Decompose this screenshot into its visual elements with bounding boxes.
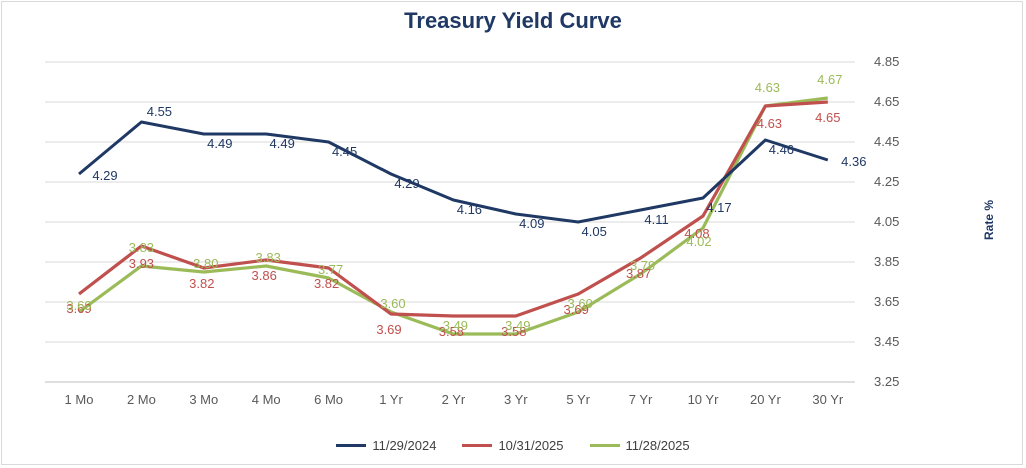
y-tick-label: 3.45 — [874, 334, 899, 349]
data-label-series-2: 3.58 — [439, 324, 464, 339]
data-label-series-3: 4.67 — [817, 72, 842, 87]
data-label-series-1: 4.29 — [394, 176, 419, 191]
y-tick-label: 4.85 — [874, 54, 899, 69]
data-label-series-3: 3.83 — [129, 240, 154, 255]
x-tick-label: 3 Yr — [504, 392, 528, 407]
y-tick-label: 3.85 — [874, 254, 899, 269]
data-label-series-2: 4.08 — [684, 226, 709, 241]
series-line-1 — [78, 120, 829, 224]
y-tick-label: 4.45 — [874, 134, 899, 149]
data-label-series-3: 3.79 — [630, 258, 655, 273]
x-tick-label: 4 Mo — [252, 392, 281, 407]
x-tick-label: 2 Mo — [127, 392, 156, 407]
data-label-series-1: 4.05 — [582, 224, 607, 239]
data-label-series-2: 3.86 — [252, 268, 277, 283]
data-label-series-1: 4.29 — [92, 168, 117, 183]
x-tick-label: 6 Mo — [314, 392, 343, 407]
x-tick-label: 3 Mo — [189, 392, 218, 407]
legend-item-series-3[interactable]: 11/28/2025 — [589, 438, 690, 453]
data-label-series-2: 3.69 — [376, 322, 401, 337]
x-tick-label: 10 Yr — [688, 392, 720, 407]
x-tick-label: 20 Yr — [750, 392, 782, 407]
data-label-series-3: 3.80 — [193, 256, 218, 271]
legend-item-series-2[interactable]: 10/31/2025 — [462, 438, 564, 453]
series-line-2 — [78, 100, 828, 318]
data-label-series-3: 3.77 — [318, 262, 343, 277]
data-label-series-3: 3.60 — [66, 298, 91, 313]
legend: 11/29/2024 10/31/2025 11/28/2025 — [0, 438, 1026, 453]
data-label-series-1: 4.55 — [147, 104, 172, 119]
chart-title: Treasury Yield Curve — [404, 8, 622, 33]
data-label-series-1: 4.17 — [706, 200, 731, 215]
x-tick-label: 1 Yr — [379, 392, 403, 407]
x-tick-label: 30 Yr — [812, 392, 844, 407]
data-label-series-3: 3.60 — [568, 296, 593, 311]
y-axis-label: Rate % — [982, 200, 996, 241]
data-label-series-2: 3.58 — [501, 324, 526, 339]
data-label-series-2: 3.82 — [314, 276, 339, 291]
data-label-series-3: 3.49 — [505, 318, 530, 333]
data-label-series-3: 4.02 — [686, 234, 711, 249]
legend-swatch-series-2 — [462, 444, 493, 447]
data-label-series-1: 4.45 — [332, 144, 357, 159]
x-tick-label: 5 Yr — [566, 392, 590, 407]
legend-label-series-2: 10/31/2025 — [498, 438, 564, 453]
data-label-series-1: 4.09 — [519, 216, 544, 231]
data-label-series-2: 3.69 — [564, 302, 589, 317]
data-label-series-3: 3.60 — [380, 296, 405, 311]
x-tick-label: 7 Yr — [629, 392, 653, 407]
x-tick-label: 1 Mo — [65, 392, 94, 407]
y-tick-label: 3.25 — [874, 374, 899, 389]
data-label-series-3: 3.49 — [443, 318, 468, 333]
legend-label-series-1: 11/29/2024 — [372, 438, 437, 453]
y-tick-label: 4.65 — [874, 94, 899, 109]
data-label-series-2: 3.82 — [189, 276, 214, 291]
legend-swatch-series-1 — [336, 444, 367, 447]
data-label-series-1: 4.49 — [270, 136, 295, 151]
data-label-series-1: 4.11 — [644, 212, 668, 227]
data-label-series-3: 3.83 — [256, 250, 281, 265]
data-label-series-1: 4.36 — [841, 154, 866, 169]
data-label-series-2: 4.65 — [815, 110, 840, 125]
y-tick-label: 3.65 — [874, 294, 899, 309]
x-tick-label: 2 Yr — [442, 392, 466, 407]
legend-swatch-series-3 — [589, 444, 620, 447]
data-label-series-1: 4.49 — [207, 136, 232, 151]
data-label-series-1: 4.46 — [769, 142, 794, 157]
legend-label-series-3: 11/28/2025 — [625, 438, 690, 453]
series-line-3 — [78, 96, 829, 336]
legend-item-series-1[interactable]: 11/29/2024 — [336, 438, 436, 453]
data-label-series-2: 4.63 — [757, 116, 782, 131]
data-label-series-3: 4.63 — [755, 80, 780, 95]
y-tick-label: 4.25 — [874, 174, 899, 189]
y-tick-label: 4.05 — [874, 214, 899, 229]
data-label-series-1: 4.16 — [457, 202, 482, 217]
data-label-series-2: 3.93 — [129, 256, 154, 271]
data-label-series-2: 3.87 — [626, 266, 651, 281]
data-label-series-2: 3.69 — [66, 301, 91, 316]
